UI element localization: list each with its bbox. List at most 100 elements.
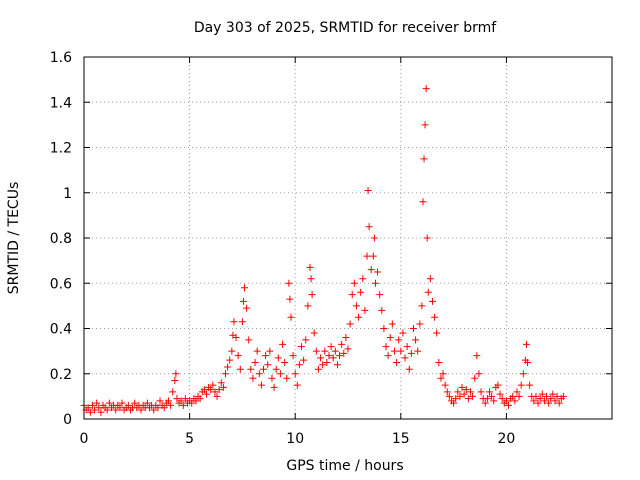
data-point — [428, 297, 436, 305]
data-point — [441, 381, 449, 389]
data-point — [200, 386, 208, 394]
y-tick-label: 0.6 — [50, 276, 72, 292]
data-point — [105, 399, 113, 407]
x-tick-labels: 0 5 10 15 20 — [80, 431, 516, 447]
data-point — [103, 406, 111, 414]
data-point — [355, 313, 363, 321]
data-point — [304, 302, 312, 310]
data-point — [435, 358, 443, 366]
data-point — [331, 347, 339, 355]
y-tick-label: 0 — [63, 412, 72, 428]
data-point — [390, 347, 398, 355]
data-point — [431, 313, 439, 321]
y-tick-label: 0.2 — [50, 367, 72, 383]
data-point — [325, 352, 333, 360]
data-point — [255, 370, 263, 378]
y-tick-labels: 0 0.2 0.4 0.6 0.8 1 1.2 1.4 1.6 — [50, 50, 72, 428]
data-point — [407, 349, 415, 357]
data-point — [502, 397, 510, 405]
data-point — [397, 347, 405, 355]
data-point — [300, 356, 308, 364]
data-point — [494, 381, 502, 389]
data-point — [350, 279, 358, 287]
data-point — [95, 404, 103, 412]
data-point — [496, 390, 504, 398]
data-point — [352, 302, 360, 310]
data-point — [249, 374, 257, 382]
x-tick-label: 15 — [392, 431, 410, 447]
data-point — [483, 395, 491, 403]
data-point — [370, 234, 378, 242]
data-point — [219, 383, 227, 391]
data-point — [486, 388, 494, 396]
data-point — [177, 397, 185, 405]
data-point — [192, 397, 200, 405]
data-point — [361, 306, 369, 314]
data-point — [276, 370, 284, 378]
x-tick-label: 20 — [497, 431, 515, 447]
data-point — [450, 399, 458, 407]
data-point — [513, 388, 521, 396]
data-point — [378, 306, 386, 314]
data-point — [266, 347, 274, 355]
data-point — [317, 354, 325, 362]
data-point — [314, 365, 322, 373]
data-point — [239, 297, 247, 305]
data-point — [323, 358, 331, 366]
y-tick-label: 1.4 — [50, 95, 72, 111]
data-point — [473, 352, 481, 360]
data-point — [188, 399, 196, 407]
data-point — [143, 399, 151, 407]
data-point — [551, 397, 559, 405]
data-point — [426, 275, 434, 283]
data-point — [559, 392, 567, 400]
y-tick-label: 1.2 — [50, 141, 72, 157]
data-point — [393, 358, 401, 366]
data-point — [416, 320, 424, 328]
data-point — [274, 354, 282, 362]
data-point — [245, 336, 253, 344]
x-tick-label: 5 — [185, 431, 194, 447]
data-point — [209, 381, 217, 389]
y-tick-label: 0.4 — [50, 322, 72, 338]
data-point — [270, 383, 278, 391]
data-point — [543, 392, 551, 400]
data-point — [399, 329, 407, 337]
y-axis-title: SRMTID / TECUs — [6, 182, 22, 295]
data-point — [364, 186, 372, 194]
data-point — [424, 288, 432, 296]
data-point — [321, 347, 329, 355]
data-point — [365, 223, 373, 231]
data-point — [164, 397, 172, 405]
data-point — [555, 399, 563, 407]
data-point — [437, 374, 445, 382]
data-point — [234, 352, 242, 360]
data-point — [532, 392, 540, 400]
data-point — [418, 302, 426, 310]
data-point — [545, 399, 553, 407]
data-point — [488, 392, 496, 400]
data-point — [222, 370, 230, 378]
data-point — [540, 397, 548, 405]
data-points — [80, 85, 567, 416]
data-point — [167, 401, 175, 409]
data-point — [169, 388, 177, 396]
data-point — [196, 395, 204, 403]
data-point — [156, 397, 164, 405]
data-point — [286, 295, 294, 303]
data-point — [241, 284, 249, 292]
data-point — [97, 408, 105, 416]
data-point — [346, 320, 354, 328]
data-point — [253, 347, 261, 355]
data-point — [260, 365, 268, 373]
data-point — [230, 318, 238, 326]
data-point — [420, 155, 428, 163]
data-point — [272, 365, 280, 373]
data-point — [118, 399, 126, 407]
data-point — [530, 397, 538, 405]
data-point — [124, 401, 132, 409]
data-point — [312, 347, 320, 355]
data-point — [445, 392, 453, 400]
data-point — [116, 404, 124, 412]
